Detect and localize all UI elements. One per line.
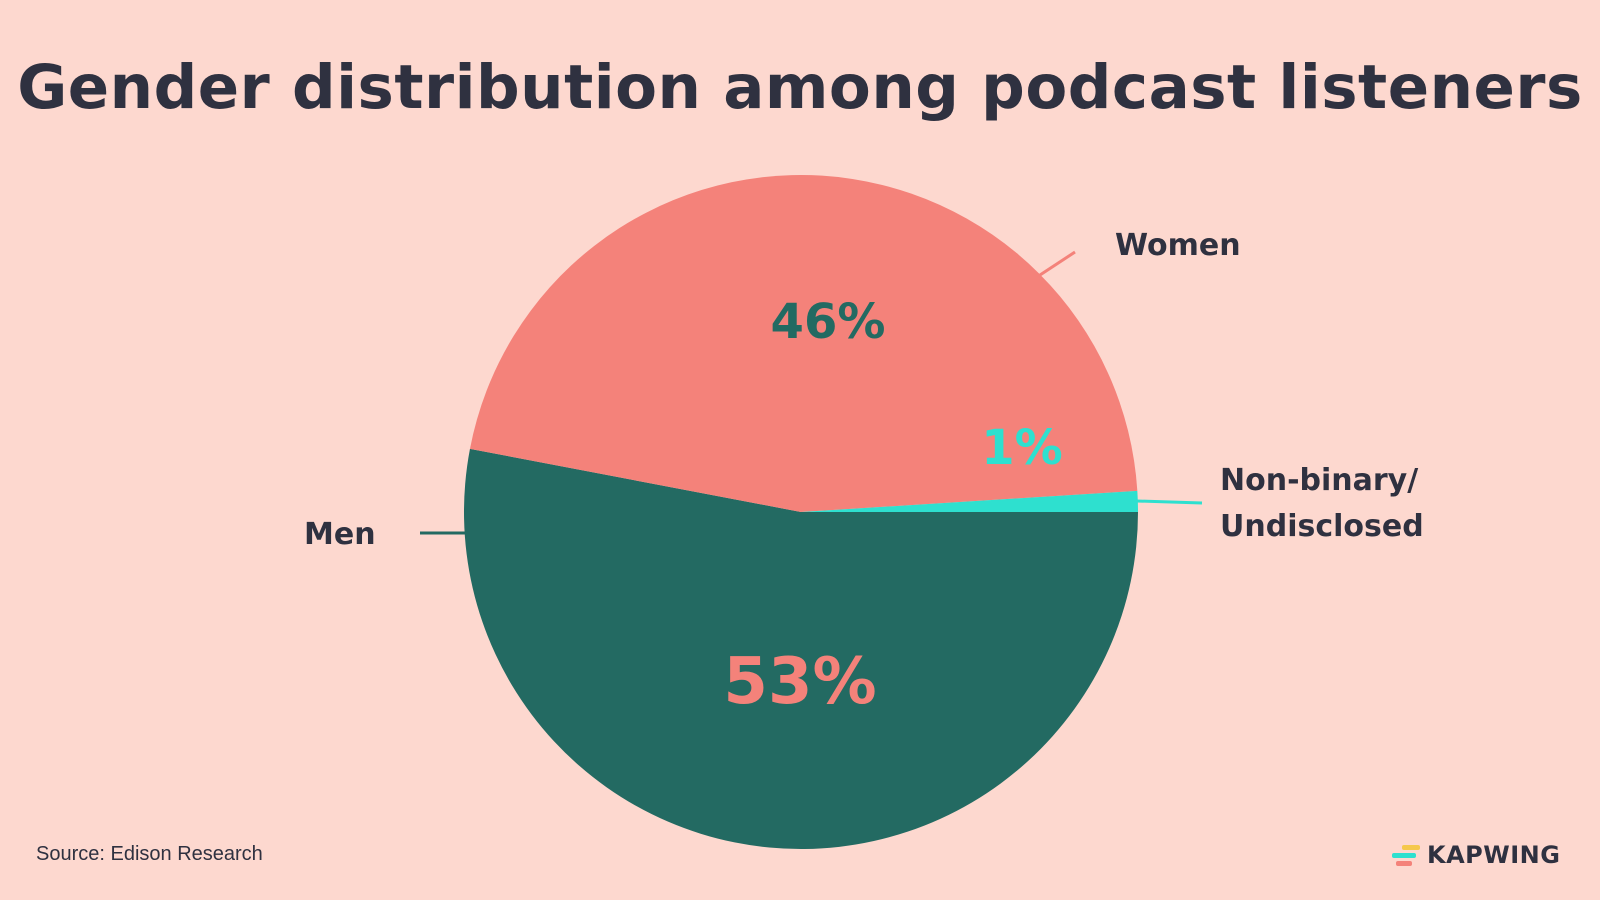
leader-lines <box>420 250 1203 535</box>
brand-name: KAPWING <box>1427 841 1561 869</box>
category-label-women: Women <box>1115 228 1241 263</box>
category-label-non-binary-undisclosed: Non-binary/Undisclosed <box>1220 463 1424 544</box>
brand-logo: KAPWING <box>1392 840 1560 870</box>
logo-bar <box>1392 853 1416 858</box>
logo-bar <box>1402 845 1420 850</box>
leader-line-non-binary-undisclosed <box>1136 499 1203 505</box>
kapwing-logo-icon <box>1392 844 1420 866</box>
chart-title: Gender distribution among podcast listen… <box>17 52 1583 123</box>
logo-bar <box>1396 861 1412 866</box>
pie-slice-men <box>464 448 1139 849</box>
category-label-men: Men <box>304 517 376 552</box>
value-label-women: 46% <box>771 294 886 350</box>
pie-slices <box>464 175 1139 849</box>
category-labels: Men Women Non-binary/Undisclosed <box>304 228 1424 552</box>
value-label-non-binary-undisclosed: 1% <box>981 420 1063 476</box>
pie-slice-non-binary-undisclosed <box>801 490 1138 512</box>
source-note: Source: Edison Research <box>36 843 263 865</box>
leader-line-women <box>1039 250 1076 277</box>
pie-slice-women <box>469 175 1138 513</box>
value-labels: 53% 46% 1% <box>723 294 1062 719</box>
value-label-men: 53% <box>723 645 876 719</box>
